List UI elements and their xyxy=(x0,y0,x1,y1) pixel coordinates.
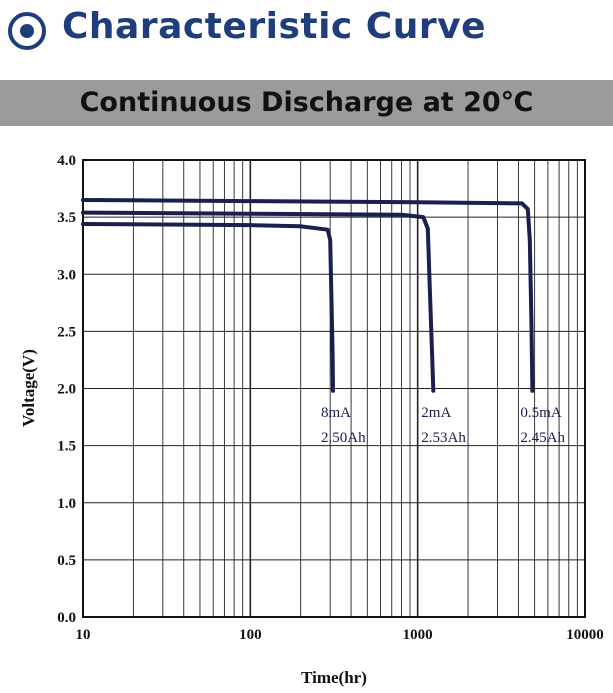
header: Characteristic Curve xyxy=(0,0,613,66)
y-tick-label: 1.0 xyxy=(57,496,76,512)
y-tick-label: 4.0 xyxy=(57,153,76,169)
grid xyxy=(82,159,586,618)
y-tick-label: 3.0 xyxy=(57,267,76,283)
series-name-label: 8mA xyxy=(321,405,351,421)
x-tick-label: 1000 xyxy=(403,627,433,643)
y-tick-label: 1.5 xyxy=(57,439,76,455)
x-axis-label: Time(hr) xyxy=(301,668,367,687)
y-tick-label: 2.0 xyxy=(57,382,76,398)
chart-banner: Continuous Discharge at 20℃ xyxy=(0,80,613,126)
series-name-label: 0.5mA xyxy=(520,405,561,421)
series-capacity-label: 2.53Ah xyxy=(421,430,466,446)
y-tick-label: 0.0 xyxy=(57,610,76,626)
series-line xyxy=(81,198,535,393)
radio-dot-icon xyxy=(8,12,46,50)
y-tick-label: 2.5 xyxy=(57,324,76,340)
series-line xyxy=(81,210,436,393)
curve-labels: 8mA 2.50Ah 2mA 2.53Ah 0.5mA 2.45Ah xyxy=(321,405,565,446)
series-name-label: 2mA xyxy=(421,405,451,421)
tick-labels: 0.0 0.5 1.0 1.5 2.0 2.5 3.0 3.5 4.0 10 100 1000 1000… xyxy=(57,153,604,643)
y-axis-label: Voltage(V) xyxy=(19,349,38,427)
x-tick-label: 100 xyxy=(239,627,262,643)
series-line xyxy=(81,222,335,393)
x-tick-label: 10 xyxy=(76,627,91,643)
y-tick-label: 3.5 xyxy=(57,210,76,226)
series-lines xyxy=(81,198,535,393)
page-title: Characteristic Curve xyxy=(62,6,486,47)
x-tick-label: 10000 xyxy=(566,627,604,643)
y-tick-label: 0.5 xyxy=(57,553,76,569)
chart-subtitle: Continuous Discharge at 20℃ xyxy=(79,87,534,118)
series-capacity-label: 2.45Ah xyxy=(520,430,565,446)
series-capacity-label: 2.50Ah xyxy=(321,430,366,446)
